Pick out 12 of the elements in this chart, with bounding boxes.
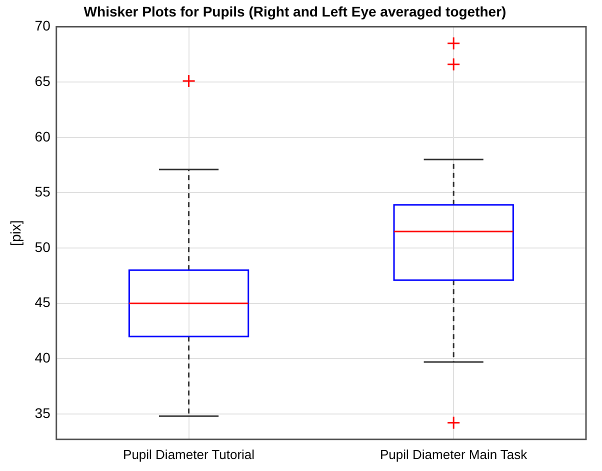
y-tick-label: 35	[34, 404, 51, 421]
y-tick-label: 60	[34, 128, 51, 144]
y-axis-title: [pix]	[7, 220, 24, 246]
y-tick-label: 50	[34, 238, 51, 255]
chart-title: Whisker Plots for Pupils (Right and Left Eye averaged together)	[84, 3, 506, 20]
y-tick-label: 55	[34, 184, 51, 200]
y-tick-label: 65	[34, 72, 51, 89]
y-tick-label: 70	[34, 18, 51, 34]
x-tick-label: Pupil Diameter Tutorial	[123, 446, 255, 462]
y-tick-label: 40	[34, 350, 51, 366]
x-tick-label: Pupil Diameter Main Task	[380, 446, 528, 462]
y-tick-label: 45	[34, 294, 51, 310]
